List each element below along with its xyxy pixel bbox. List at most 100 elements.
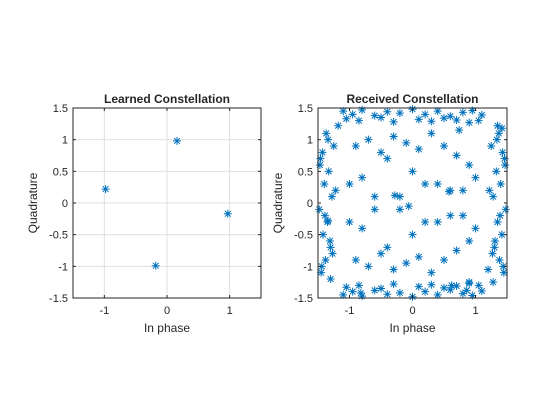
- learned-data-point: [173, 136, 182, 145]
- received-data-point: [325, 237, 334, 245]
- received-data-point: [446, 112, 455, 121]
- received-xtick-label: 1: [472, 305, 478, 317]
- received-title: Received Constellation: [346, 92, 478, 106]
- received-data-point: [433, 218, 442, 226]
- received-data-point: [440, 256, 448, 264]
- received-data-point: [477, 110, 486, 119]
- received-data-point: [339, 290, 348, 299]
- received-data-point: [421, 180, 430, 188]
- received-xtick-label: -1: [345, 305, 355, 317]
- received-data-point: [329, 142, 338, 150]
- received-data-point: [462, 286, 471, 295]
- received-data-point: [468, 106, 477, 115]
- received-data-point: [421, 287, 430, 296]
- received-data-point: [421, 218, 430, 226]
- received-data-point: [487, 142, 496, 150]
- learned-data-point: [151, 261, 160, 270]
- received-data-point: [321, 256, 330, 264]
- received-data-point: [377, 284, 385, 293]
- received-data-point: [501, 161, 510, 169]
- received-data-point: [490, 243, 499, 252]
- received-data-point: [404, 202, 413, 211]
- received-data-point: [326, 243, 335, 252]
- received-data-point: [358, 105, 367, 114]
- learned-data-point: [101, 185, 110, 194]
- received-data-point: [499, 268, 508, 277]
- received-data-point: [348, 110, 357, 119]
- received-data-point: [446, 285, 455, 294]
- received-data-point: [414, 282, 423, 291]
- received-data-point: [491, 237, 500, 245]
- received-data-point: [427, 268, 436, 277]
- received-data-point: [317, 262, 326, 271]
- received-data-point: [421, 110, 430, 119]
- received-data-point: [493, 121, 502, 130]
- received-data-point: [364, 262, 373, 271]
- received-ytick-label: 1: [307, 135, 313, 147]
- learned-title: Learned Constellation: [104, 92, 230, 106]
- received-data-point: [395, 192, 404, 201]
- received-data-point: [334, 121, 343, 130]
- received-ylabel: Quadrature: [271, 172, 285, 233]
- received-data-point: [383, 154, 392, 163]
- received-data-point: [389, 132, 398, 141]
- received-xtick-label: 0: [409, 305, 415, 317]
- received-data-point: [440, 142, 448, 150]
- received-data-point: [492, 167, 501, 176]
- received-data-point: [389, 280, 398, 289]
- received-ytick-label: 0.5: [298, 166, 313, 178]
- learned-xlabel: In phase: [144, 321, 190, 335]
- received-data-point: [488, 249, 497, 258]
- received-data-point: [465, 161, 474, 169]
- received-data-point: [440, 283, 448, 292]
- received-data-point: [499, 262, 508, 271]
- received-data-point: [427, 117, 436, 126]
- received-data-point: [433, 180, 442, 188]
- received-data-point: [465, 278, 474, 287]
- received-data-point: [370, 192, 379, 201]
- received-ytick-label: -1: [303, 261, 313, 273]
- received-data-point: [377, 113, 385, 122]
- received-data-point: [496, 180, 505, 188]
- received-data-point: [370, 286, 379, 295]
- received-data-point: [319, 230, 328, 239]
- received-ytick-label: -0.5: [294, 230, 313, 242]
- received-data-point: [383, 243, 392, 252]
- received-data-point: [377, 148, 385, 157]
- received-data-point: [485, 186, 494, 195]
- received-xlabel: In phase: [389, 321, 435, 335]
- received-points: [315, 105, 510, 301]
- received-data-point: [324, 167, 333, 176]
- received-data-point: [395, 288, 404, 297]
- received-data-point: [316, 154, 325, 163]
- received-data-point: [471, 224, 480, 233]
- received-data-point: [440, 114, 448, 123]
- received-data-point: [327, 192, 336, 201]
- received-ytick-label: 0: [307, 198, 313, 210]
- received-data-point: [489, 192, 498, 201]
- received-data-point: [433, 107, 442, 116]
- received-data-point: [489, 278, 498, 287]
- received-data-point: [315, 205, 324, 214]
- received-data-point: [358, 224, 367, 233]
- received-data-point: [324, 135, 333, 144]
- received-data-point: [471, 173, 480, 182]
- received-data-point: [402, 138, 411, 147]
- received-data-point: [408, 230, 417, 239]
- received-data-point: [315, 161, 324, 169]
- received-data-point: [458, 108, 467, 117]
- received-data-point: [427, 129, 436, 138]
- received-data-point: [498, 148, 507, 157]
- received-data-point: [345, 218, 354, 226]
- received-data-point: [320, 211, 329, 220]
- learned-ytick-label: -1.5: [49, 293, 68, 305]
- received-data-point: [322, 129, 331, 138]
- learned-ytick-label: 1.5: [53, 103, 68, 115]
- received-data-point: [452, 281, 461, 290]
- learned-ticks: -1 0 1 -1.5 -1 -0.5 0 0.5 1 1.5: [49, 103, 261, 317]
- received-data-point: [465, 237, 474, 245]
- received-data-point: [320, 180, 329, 188]
- received-data-point: [331, 186, 340, 195]
- received-data-point: [348, 287, 357, 296]
- received-ticks: -1 0 1 -1.5 -1 -0.5 0 0.5 1 1.5: [294, 103, 507, 317]
